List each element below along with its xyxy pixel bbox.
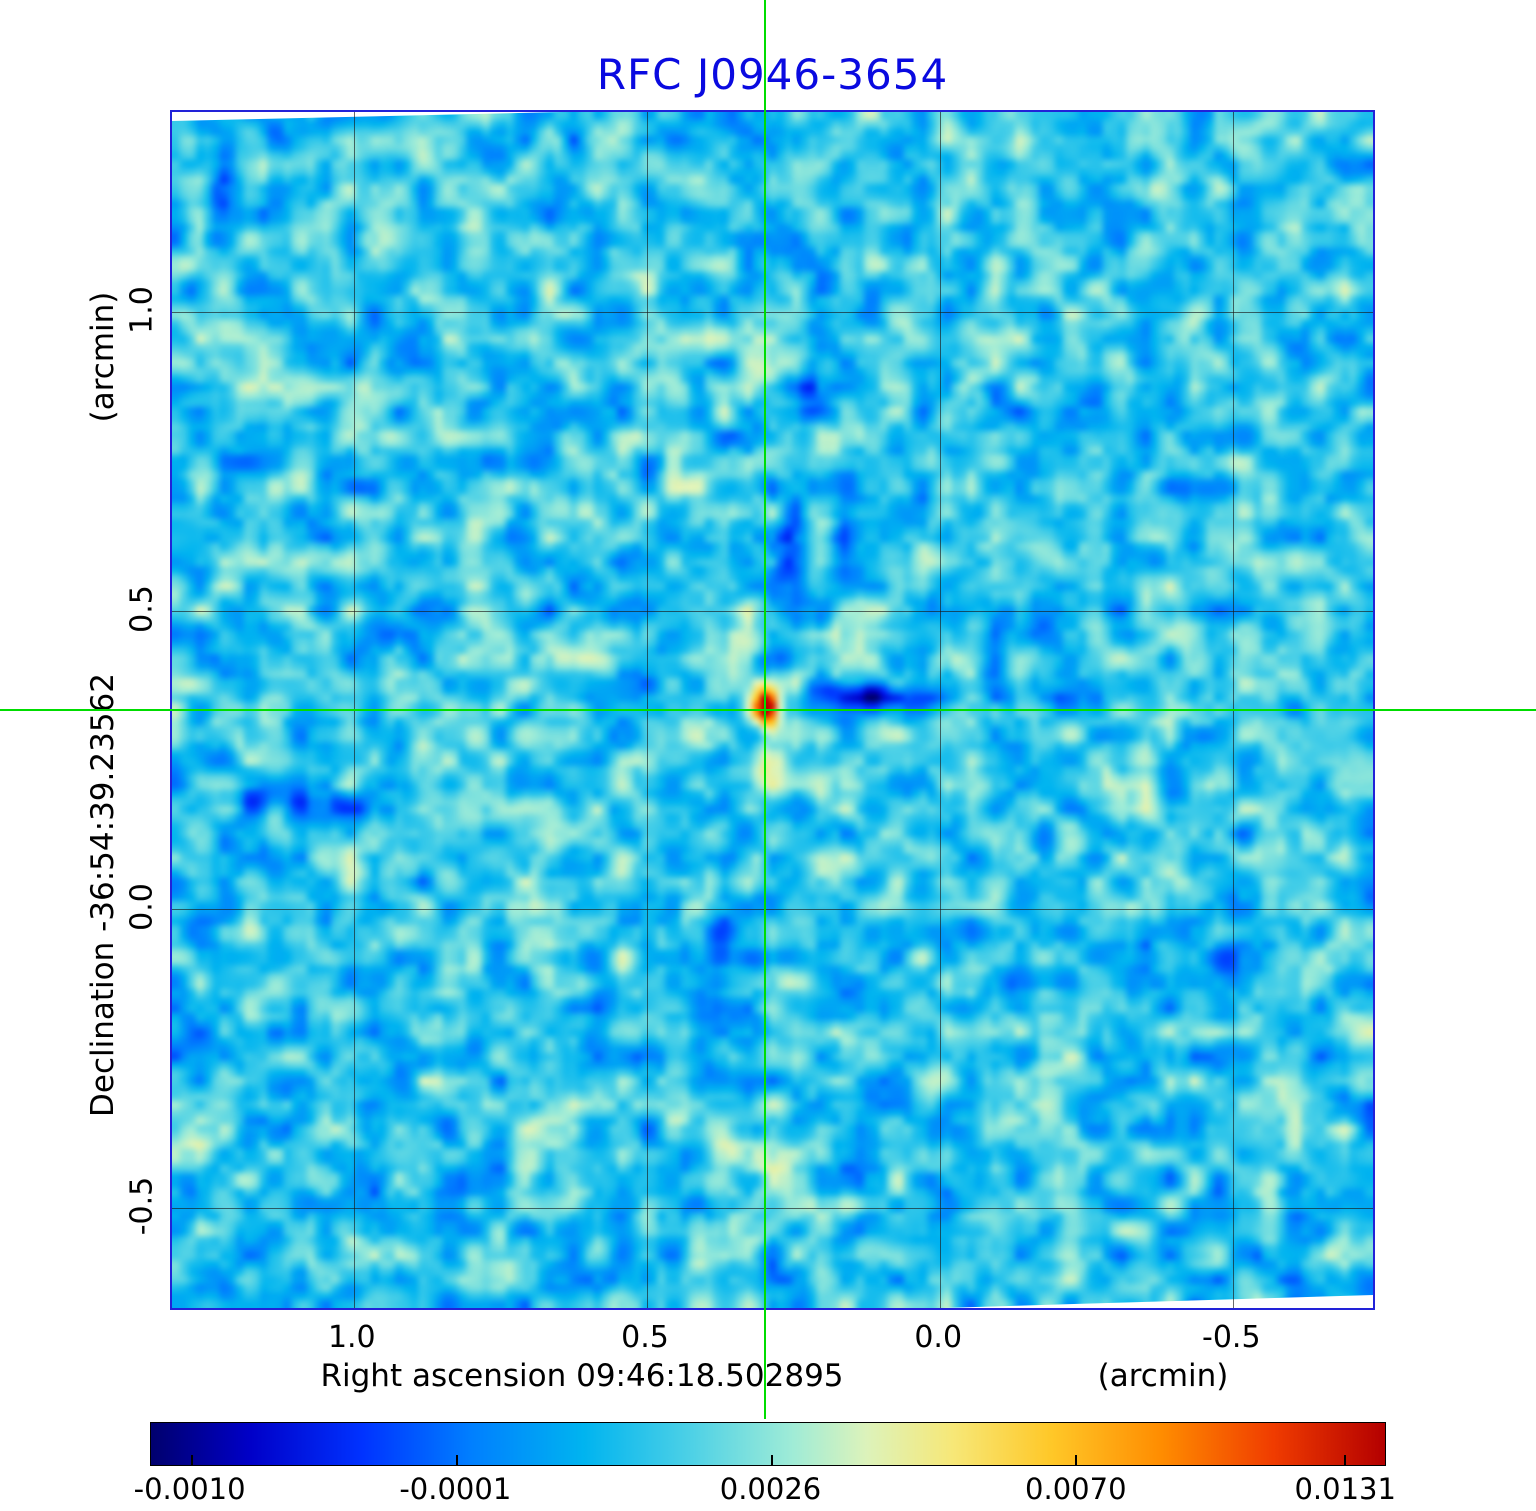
x-tick-label: 0.5 (621, 1320, 669, 1355)
y-tick-label: 1.0 (124, 286, 160, 334)
colorbar-tick (455, 1455, 458, 1465)
y-tick-label: 0.5 (124, 584, 160, 633)
y-axis-unit-label: (arcmin) (85, 291, 121, 423)
chart-title: RFC J0946-3654 (596, 50, 949, 99)
colorbar-gradient (151, 1423, 1385, 1465)
colorbar-tick-label: 0.0070 (1025, 1472, 1127, 1506)
colorbar-tick (770, 1455, 773, 1465)
x-axis-unit-label: (arcmin) (1097, 1358, 1229, 1394)
y-tick-label: 0.0 (124, 883, 160, 931)
colorbar-tick-label: 0.0131 (1294, 1472, 1396, 1506)
y-axis-label: Declination -36:54:39.23562 (85, 673, 121, 1117)
x-axis-label: Right ascension 09:46:18.502895 (320, 1358, 844, 1394)
grid-line-horizontal (172, 610, 1373, 612)
y-tick-label: -0.5 (124, 1176, 160, 1235)
colorbar-tick (1344, 1455, 1347, 1465)
colorbar-tick-label: -0.0010 (133, 1472, 246, 1506)
colorbar-tick (190, 1455, 193, 1465)
colorbar-tick-label: 0.0026 (719, 1472, 822, 1506)
colorbar-tick-label: -0.0001 (399, 1472, 512, 1506)
map-edge-gap-top-left (172, 112, 562, 121)
x-tick-label: 1.0 (327, 1320, 376, 1355)
grid-line-horizontal (172, 312, 1373, 313)
grid-line-horizontal (172, 1207, 1373, 1209)
x-tick-label: 0.0 (914, 1320, 963, 1355)
grid-line-horizontal (172, 909, 1373, 910)
x-tick-label: -0.5 (1202, 1320, 1261, 1355)
colorbar (150, 1422, 1386, 1466)
colorbar-tick (1075, 1455, 1078, 1465)
crosshair-horizontal-line (0, 709, 1536, 711)
